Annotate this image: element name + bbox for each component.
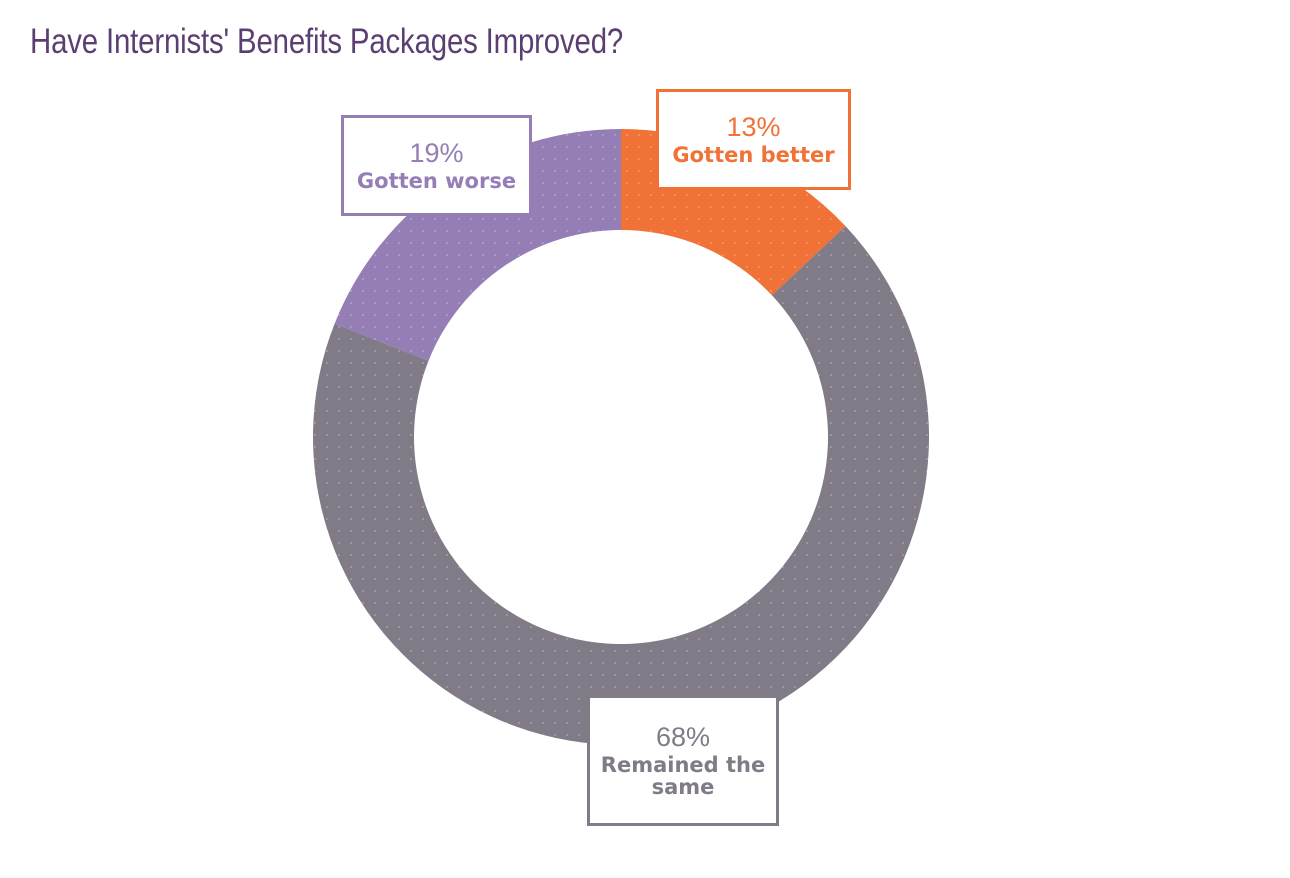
slice-value-label: 13%: [726, 111, 781, 142]
slice-category-label: Remained the same: [600, 753, 766, 800]
slice-category-label: Gotten better: [672, 143, 835, 168]
slice-texture: [313, 129, 929, 745]
callout-remained-the-same: 68% Remained the same: [587, 695, 779, 826]
slice-dot-texture: [313, 226, 929, 745]
slice-value-label: 68%: [655, 721, 711, 752]
slice-value-label: 19%: [409, 137, 464, 168]
slice-category-label: Gotten worse: [356, 169, 517, 194]
callout-gotten-worse: 19% Gotten worse: [341, 115, 532, 216]
callout-gotten-better: 13% Gotten better: [656, 89, 851, 190]
slice-dot-texture: [334, 129, 621, 361]
chart-title: Have Internists' Benefits Packages Impro…: [30, 22, 624, 61]
